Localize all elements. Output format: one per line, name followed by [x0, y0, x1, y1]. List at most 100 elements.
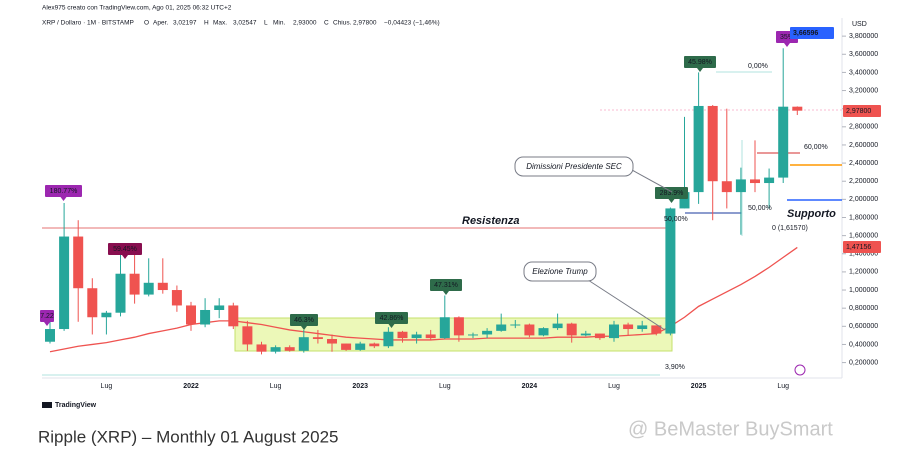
price-label [843, 241, 881, 253]
candle-body [143, 282, 154, 295]
level-text: Supporto [787, 208, 836, 220]
level-text: 50,00% [664, 216, 688, 223]
candle-body [171, 290, 182, 306]
callout-box [523, 261, 597, 282]
y-tick-label: 3,600000 [849, 51, 878, 58]
y-tick-label: 1,000000 [849, 287, 878, 294]
flag-pointer [388, 324, 395, 328]
y-tick-label: 0,200000 [849, 359, 878, 366]
candle-body [566, 323, 577, 336]
level-text: 60,00% [804, 144, 828, 151]
candle-body [651, 325, 662, 334]
flag-label: 46.3% [294, 317, 314, 324]
legend: XRP / Dollaro · 1M · BITSTAMP O Aper. 3,021… [42, 20, 440, 27]
legend-text: L [264, 20, 268, 27]
candle-body [284, 347, 295, 351]
legend-text: 3,02547 [233, 20, 257, 27]
y-tick-label: 2,000000 [849, 196, 878, 203]
candle-body [369, 343, 380, 347]
flag-label: 180.77% [50, 188, 78, 195]
y-tick-label: 2,800000 [849, 124, 878, 131]
price-label [790, 27, 834, 39]
tv-logo [42, 402, 52, 408]
flag-label: 42.86% [380, 315, 404, 322]
candle-body [538, 328, 549, 336]
candle-body [129, 273, 140, 295]
level-text: 0 (1,61570) [772, 225, 808, 232]
x-tick-label: 2023 [352, 383, 368, 390]
flag-pointer [697, 68, 703, 72]
legend-text: XRP / Dollaro · 1M · BITSTAMP [42, 20, 134, 27]
candle-body [468, 334, 478, 336]
candle-body [355, 343, 366, 350]
legend-text: 2,97800 [353, 20, 377, 27]
author-line: Alex975 creato con TradingView.com, Ago … [42, 5, 232, 12]
flag [430, 279, 462, 291]
candle-body [200, 309, 211, 325]
callout-line [587, 279, 666, 331]
level-text: 3,90% [665, 364, 685, 371]
candle-body [453, 317, 464, 336]
y-tick-label: 3,400000 [849, 69, 878, 76]
flag [290, 314, 318, 326]
price-label-text: 2,97800 [846, 108, 871, 115]
candle-body [341, 343, 352, 350]
candle-body [609, 324, 619, 339]
candle-body [256, 344, 267, 352]
candle-body [665, 208, 676, 334]
flag-pointer [443, 291, 449, 295]
candle-body [482, 330, 493, 335]
candle-body [270, 347, 281, 352]
flag-pointer [122, 255, 128, 259]
candle-body [623, 324, 634, 330]
flag [45, 185, 82, 197]
callout-box [514, 156, 634, 177]
x-tick-label: Lug [777, 383, 789, 390]
candle-body [792, 106, 803, 111]
flag-label: 283.9% [660, 190, 684, 197]
candle-body [764, 177, 775, 184]
y-tick-label: 1,800000 [849, 214, 878, 221]
flag-pointer [668, 199, 675, 203]
y-tick-label: 1,600000 [849, 232, 878, 239]
candle-body [552, 323, 563, 329]
candle-body [214, 305, 225, 310]
x-tick-label: 2024 [522, 383, 538, 390]
x-tick-label: Lug [439, 383, 451, 390]
flag-label: 7.22 [40, 313, 54, 320]
candle-body [298, 337, 309, 351]
candle-body [524, 324, 535, 336]
unit-label: USD [852, 21, 867, 28]
level-text: Resistenza [462, 215, 519, 227]
legend-text: −0,04423 (−1,46%) [384, 20, 440, 27]
candle-body [327, 339, 337, 344]
logo-icon [42, 402, 52, 408]
flag-pointer [301, 326, 307, 330]
candle-body [425, 334, 436, 339]
logo-text: TradingView [55, 402, 97, 409]
x-tick-label: Lug [101, 383, 113, 390]
candle-body [510, 324, 521, 326]
x-tick-label: Lug [270, 383, 282, 390]
flag [684, 56, 716, 68]
flag-label: 35% [780, 34, 794, 41]
candle-body [115, 273, 126, 313]
x-tick-label: 2022 [183, 383, 199, 390]
candle-body [397, 331, 408, 339]
flag-label: 47.31% [434, 282, 458, 289]
candle-body [411, 334, 422, 339]
candle-body [594, 333, 605, 339]
callout-line [631, 169, 673, 193]
candle-body [439, 317, 450, 339]
legend-text: H [204, 20, 209, 27]
candle-body [186, 305, 196, 325]
y-tick-label: 0,600000 [849, 323, 878, 330]
alert-icon [794, 364, 806, 376]
candle-body [496, 324, 507, 331]
legend-text: 2,93000 [293, 20, 317, 27]
candle-body [693, 105, 704, 193]
flag [375, 312, 408, 324]
candle-body [750, 179, 760, 184]
flag-pointer [60, 197, 67, 201]
y-tick-label: 1,400000 [849, 251, 878, 258]
